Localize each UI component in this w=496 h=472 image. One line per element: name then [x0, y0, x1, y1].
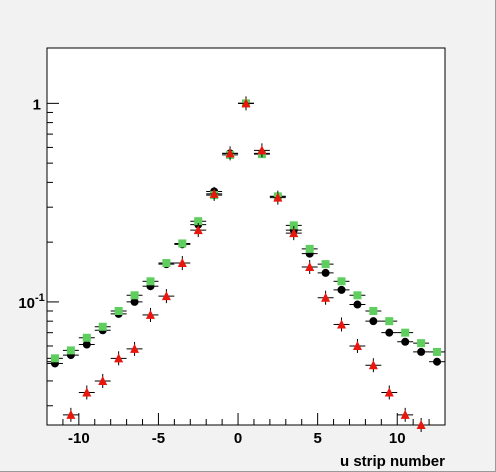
data-point-square	[321, 260, 330, 269]
y-tick-labels: 1 10 -1	[18, 96, 44, 312]
data-point-triangle	[193, 225, 203, 235]
data-point-triangle	[82, 387, 92, 397]
data-point-triangle	[321, 292, 331, 302]
data-point-square	[130, 291, 139, 300]
x-axis-ticks	[46, 413, 446, 425]
data-point-square	[289, 221, 298, 230]
data-point-square	[433, 347, 442, 356]
x-tick-labels: -10 -5 0 5 10	[68, 430, 406, 447]
data-point-triangle	[209, 188, 219, 198]
data-point-square	[305, 244, 314, 253]
x-axis-title: u strip number	[340, 453, 445, 470]
plot-area	[46, 47, 446, 426]
data-point-triangle	[145, 309, 155, 319]
data-point-triangle	[384, 387, 394, 397]
data-point-triangle	[289, 228, 299, 238]
data-point-circle	[417, 347, 426, 356]
data-point-circle	[321, 268, 330, 277]
data-point-square	[114, 307, 123, 316]
data-point-circle	[353, 300, 362, 309]
data-point-triangle	[305, 261, 315, 271]
data-point-triangle	[241, 98, 251, 108]
x-tick-label: 0	[234, 430, 242, 447]
data-point-square	[178, 239, 187, 248]
x-tick-label: -10	[68, 430, 90, 447]
data-point-circle	[385, 328, 394, 337]
data-point-square	[98, 322, 107, 331]
data-point-triangle	[98, 375, 108, 385]
data-point-triangle	[273, 192, 283, 202]
data-point-triangle	[416, 420, 426, 429]
data-point-triangle	[257, 145, 267, 155]
data-point-triangle	[114, 353, 124, 363]
data-point-square	[162, 259, 171, 268]
data-point-triangle	[337, 319, 347, 329]
data-point-square	[337, 277, 346, 286]
x-tick-label: 5	[313, 430, 321, 447]
y-tick-exponent: -1	[35, 292, 45, 304]
data-point-triangle	[368, 360, 378, 370]
data-point-square	[385, 317, 394, 326]
x-tick-label: 10	[389, 430, 406, 447]
data-point-circle	[433, 357, 442, 366]
data-point-triangle	[225, 148, 235, 158]
data-point-square	[353, 291, 362, 300]
data-point-circle	[82, 340, 91, 349]
data-point-triangle	[400, 409, 410, 419]
data-point-triangle	[177, 258, 187, 268]
data-point-triangle	[352, 340, 362, 350]
data-point-square	[146, 277, 155, 286]
data-point-triangle	[161, 291, 171, 301]
data-point-square	[401, 328, 410, 337]
data-point-circle	[401, 337, 410, 346]
data-point-square	[50, 354, 59, 363]
data-markers	[47, 96, 445, 432]
data-point-square	[194, 217, 203, 226]
y-tick-label: 1	[33, 96, 41, 113]
data-point-triangle	[66, 409, 76, 419]
data-point-circle	[337, 285, 346, 294]
data-point-square	[369, 307, 378, 316]
data-point-square	[82, 333, 91, 342]
data-point-circle	[130, 297, 139, 306]
y-axis-ticks	[47, 102, 59, 407]
data-point-square	[66, 346, 75, 355]
y-tick-label: 10	[18, 295, 35, 312]
data-point-circle	[369, 317, 378, 326]
data-point-square	[417, 339, 426, 348]
x-tick-label: -5	[152, 430, 165, 447]
data-point-triangle	[130, 343, 140, 353]
